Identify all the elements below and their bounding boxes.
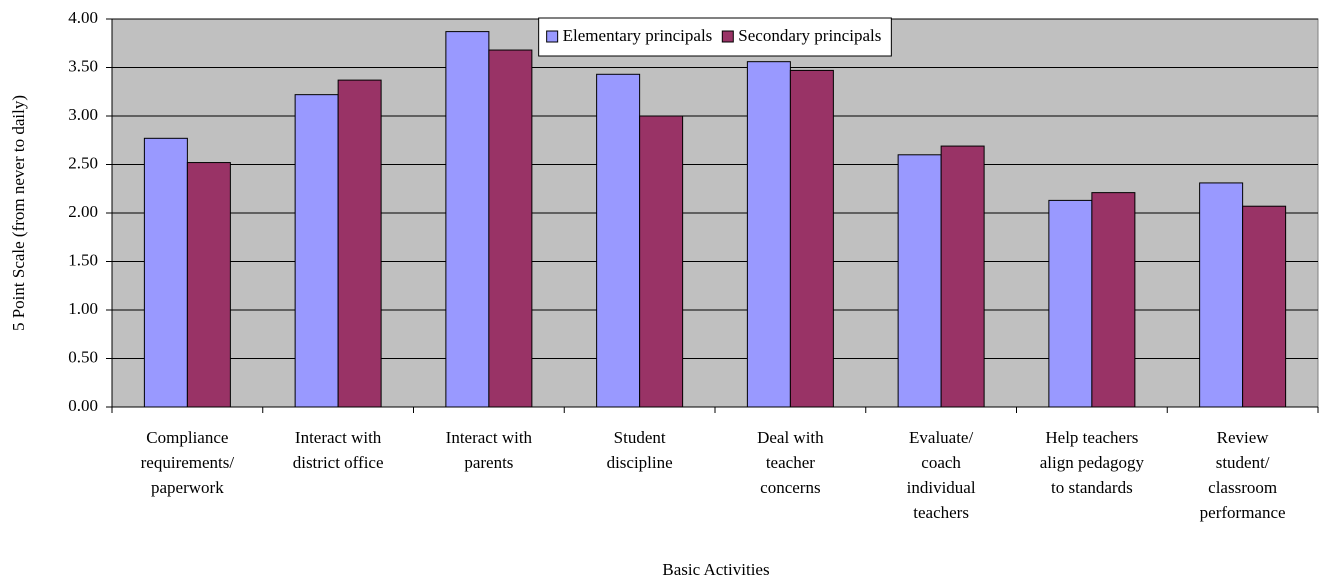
x-tick-label: Evaluate/ coach individual teachers bbox=[906, 428, 976, 522]
x-tick-label: Deal with teacher concerns bbox=[757, 428, 824, 497]
bar bbox=[186, 162, 231, 408]
y-tick-label: 0.50 bbox=[68, 347, 98, 366]
legend-swatch bbox=[546, 30, 559, 43]
legend-swatch bbox=[721, 30, 734, 43]
x-tick-label: Help teachers align pedagogy to standard… bbox=[1039, 428, 1145, 497]
bar bbox=[639, 115, 684, 408]
y-tick-label: 0.00 bbox=[68, 396, 98, 415]
bar bbox=[337, 79, 382, 408]
y-tick-label: 3.50 bbox=[68, 56, 98, 75]
bar bbox=[1091, 192, 1136, 408]
x-axis-label: Basic Activities bbox=[662, 560, 769, 579]
y-tick-label: 3.00 bbox=[68, 105, 98, 124]
bar bbox=[1242, 205, 1287, 408]
legend-box bbox=[538, 17, 892, 57]
x-tick-label: Student discipline bbox=[606, 428, 673, 472]
x-tick-label: Review student/ classroom performance bbox=[1199, 428, 1286, 522]
y-tick-label: 1.50 bbox=[68, 250, 98, 269]
bar bbox=[445, 31, 490, 408]
bar bbox=[1048, 199, 1093, 408]
y-tick-label: 2.50 bbox=[68, 153, 98, 172]
bar bbox=[596, 73, 641, 408]
bar bbox=[789, 69, 834, 408]
x-tick-label: Interact with district office bbox=[292, 428, 384, 472]
legend-label: Secondary principals bbox=[738, 26, 881, 45]
bar bbox=[940, 145, 985, 408]
bar bbox=[746, 61, 791, 408]
y-tick-label: 4.00 bbox=[68, 8, 98, 27]
bar bbox=[488, 49, 533, 408]
legend-label: Elementary principals bbox=[563, 26, 713, 45]
bar bbox=[1199, 182, 1244, 408]
bar bbox=[143, 137, 188, 408]
y-tick-label: 1.00 bbox=[68, 299, 98, 318]
y-axis-label: 5 Point Scale (from never to daily) bbox=[9, 95, 28, 331]
x-tick-label: Interact with parents bbox=[445, 428, 533, 472]
legend: Elementary principals Secondary principal… bbox=[538, 17, 892, 57]
bar bbox=[294, 94, 339, 408]
bar bbox=[897, 154, 942, 408]
y-tick-label: 2.00 bbox=[68, 202, 98, 221]
x-tick-label: Compliance requirements/ paperwork bbox=[140, 428, 235, 497]
